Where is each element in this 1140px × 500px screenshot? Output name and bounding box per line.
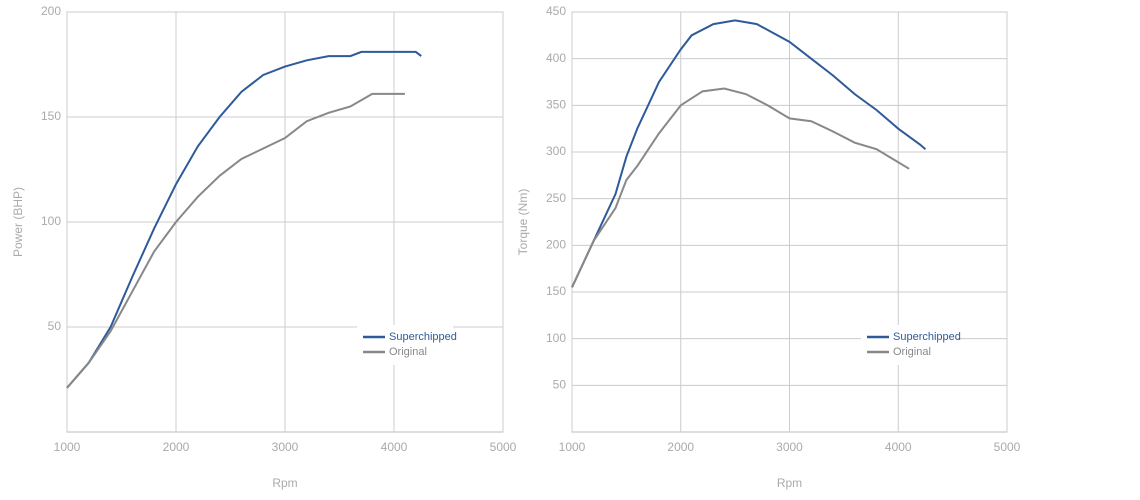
legend-box	[357, 325, 453, 365]
x-tick-label: 1000	[559, 440, 586, 454]
x-axis-label: Rpm	[272, 476, 297, 490]
y-tick-label: 300	[546, 144, 566, 158]
y-tick-label: 100	[41, 214, 61, 228]
x-axis-label: Rpm	[777, 476, 802, 490]
x-tick-label: 3000	[776, 440, 803, 454]
y-tick-label: 350	[546, 98, 566, 112]
legend-label: Superchipped	[893, 331, 961, 343]
legend-box	[861, 325, 957, 365]
y-tick-label: 250	[546, 191, 566, 205]
y-tick-label: 150	[546, 284, 566, 298]
x-tick-label: 5000	[490, 440, 517, 454]
series-line	[571, 19, 927, 288]
y-tick-label: 200	[546, 238, 566, 252]
series-line	[66, 92, 405, 389]
legend-label: Original	[893, 346, 931, 358]
series-line	[571, 87, 910, 288]
x-tick-label: 1000	[54, 440, 81, 454]
y-tick-label: 150	[41, 109, 61, 123]
y-tick-label: 100	[546, 331, 566, 345]
y-tick-label: 50	[553, 378, 567, 392]
legend-label: Original	[389, 346, 427, 358]
x-tick-label: 2000	[667, 440, 694, 454]
y-axis-label: Torque (Nm)	[516, 189, 530, 256]
y-axis-label: Power (BHP)	[11, 187, 25, 257]
x-tick-label: 4000	[381, 440, 408, 454]
x-tick-label: 5000	[994, 440, 1021, 454]
legend-label: Superchipped	[389, 331, 457, 343]
series-line	[66, 50, 422, 389]
y-tick-label: 200	[41, 4, 61, 18]
x-tick-label: 4000	[885, 440, 912, 454]
y-tick-label: 400	[546, 51, 566, 65]
y-tick-label: 50	[48, 319, 62, 333]
y-tick-label: 450	[546, 4, 566, 18]
x-tick-label: 2000	[163, 440, 190, 454]
x-tick-label: 3000	[272, 440, 299, 454]
